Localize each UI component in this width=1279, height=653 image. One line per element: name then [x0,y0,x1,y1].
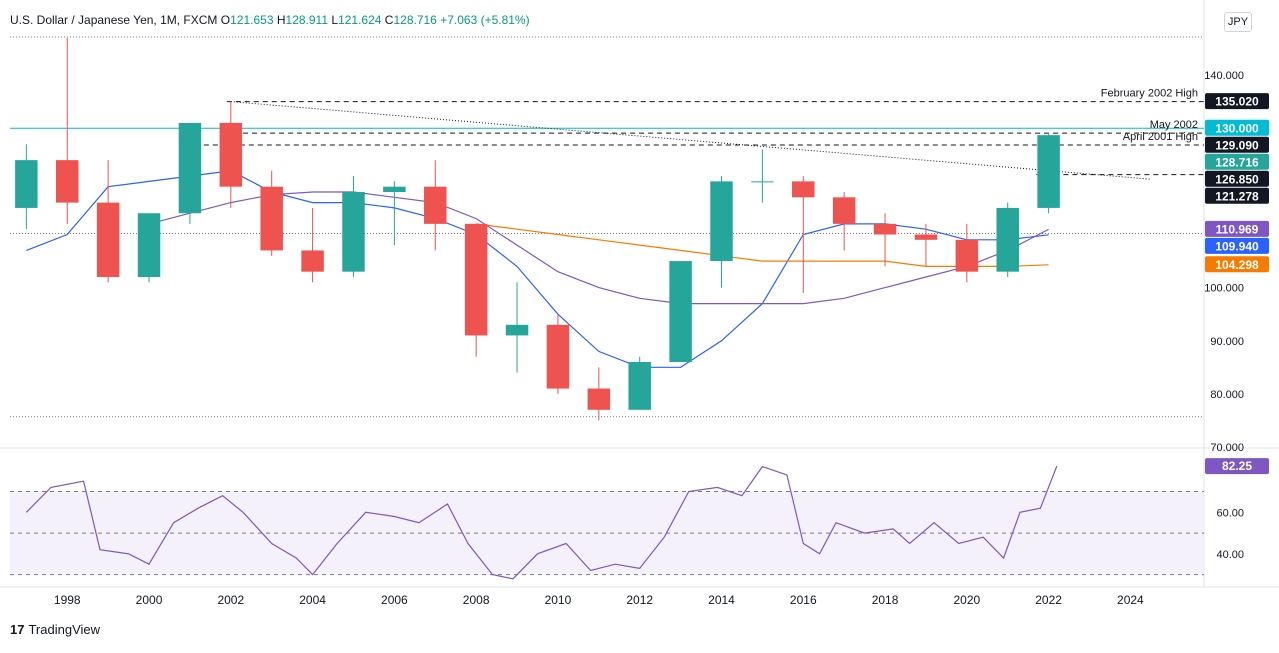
price-scale-label: 121.278 [1215,189,1259,203]
candle-body [710,181,733,262]
rsi-line [25,465,1058,580]
candle-body [832,197,856,224]
time-tick-label: 2016 [790,593,817,607]
candle-body [1037,135,1060,208]
candle-body [424,186,447,224]
price-tick-label: 100.000 [1204,283,1244,295]
time-tick-label: 2012 [626,593,653,607]
price-scale-box [1205,220,1269,237]
candle-body [587,388,611,410]
price-tick-label: 90.000 [1210,336,1244,348]
rsi-tick-label: 40.00 [1216,549,1244,561]
time-tick-label: 2002 [217,593,244,607]
candle-body [15,160,38,208]
candle-body [914,234,938,240]
tradingview-brand[interactable]: 17 TradingView [10,622,100,637]
time-tick-label: 2022 [1035,593,1062,607]
close-value: 128.716 [393,13,437,27]
price-scale-box [1205,237,1269,254]
candle-body [996,207,1019,272]
change-value: +7.063 (+5.81%) [440,13,530,27]
price-scale-box [1205,153,1269,170]
level-annotation: February 2002 High [1101,88,1198,100]
candle-body [669,261,692,362]
symbol-legend: U.S. Dollar / Japanese Yen, 1M, FXCM O12… [10,13,530,27]
candle-body [260,186,283,251]
candle-body [873,223,897,235]
rsi-value-label: 82.25 [1222,459,1252,473]
candle-body [96,202,120,277]
price-scale-label: 104.298 [1215,258,1259,272]
high-label: H [276,13,286,27]
time-tick-label: 1998 [54,593,81,607]
price-tick-label: 80.000 [1210,389,1244,401]
time-tick-label: 2024 [1117,593,1144,607]
price-scale-label: 109.940 [1215,239,1259,253]
time-tick-label: 2010 [545,593,572,607]
rsi-value-box [1205,458,1269,475]
candle-body [464,223,488,336]
price-scale-label: 128.716 [1215,155,1259,169]
brand-name: TradingView [28,622,101,637]
price-scale-label: 129.090 [1215,138,1259,152]
price-scale-box [1205,170,1269,187]
price-scale-box [1205,136,1269,153]
candle-body [955,239,979,272]
low-label: L [331,13,339,27]
time-tick-label: 2004 [299,593,326,607]
time-tick-label: 2018 [872,593,899,607]
candle-body [546,324,570,389]
candle-body [505,324,529,336]
symbol-name[interactable]: U.S. Dollar / Japanese Yen, 1M, FXCM [10,13,218,27]
price-tick-label: 70.000 [1210,442,1244,454]
ma-purple-line [148,191,1049,305]
price-scale-box [1205,119,1269,136]
time-tick-label: 2020 [953,593,980,607]
candle-body [219,122,243,187]
ma-orange-line [476,223,1049,267]
close-label: C [384,13,394,27]
currency-button[interactable]: JPY [1224,12,1252,32]
time-tick-label: 2006 [381,593,408,607]
trendline [230,101,1151,180]
high-value: 128.911 [285,13,329,27]
price-scale-label: 135.020 [1215,95,1259,109]
level-annotation: April 2001 High [1123,131,1198,143]
price-scale-label: 126.850 [1215,172,1259,186]
open-value: 121.653 [230,13,274,27]
candle-body [342,192,365,272]
candle-body [56,160,79,203]
level-annotation: May 2002 [1150,119,1198,131]
candle-body [751,181,774,183]
time-tick-label: 2014 [708,593,735,607]
price-scale-label: 130.000 [1215,121,1259,135]
time-tick-label: 2000 [136,593,163,607]
candle-body [792,181,815,198]
open-label: O [220,13,231,27]
price-scale-box [1205,187,1269,204]
time-tick-label: 2008 [463,593,490,607]
candle-body [301,250,324,272]
candle-body [383,186,406,192]
candle-body [137,213,161,277]
tradingview-logo: 17 [10,622,25,637]
price-scale-label: 110.969 [1216,222,1259,236]
rsi-tick-label: 60.00 [1216,507,1244,519]
price-tick-label: 140.000 [1204,70,1244,82]
low-value: 121.624 [338,13,382,27]
price-scale-box [1205,256,1269,273]
candle-body [628,362,651,410]
price-scale-box [1205,93,1269,110]
candle-body [178,122,202,214]
